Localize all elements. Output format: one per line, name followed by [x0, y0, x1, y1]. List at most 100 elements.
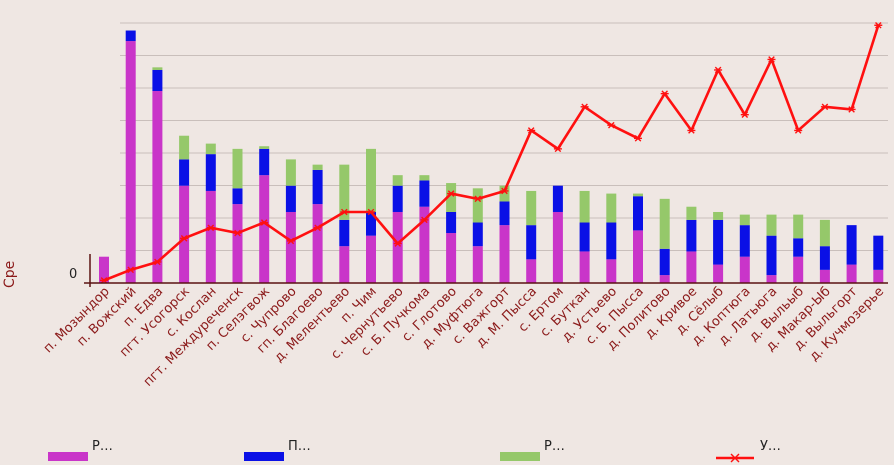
- line-point: [206, 224, 215, 232]
- line-point: [233, 229, 242, 237]
- svg-text:Р…: Р…: [544, 439, 565, 454]
- bar-segment: [152, 67, 163, 70]
- bar-segment: [232, 204, 243, 283]
- bar-segment: [472, 188, 483, 223]
- line-point: [393, 240, 402, 247]
- line-point: [286, 237, 295, 245]
- bar-segment: [232, 188, 243, 205]
- bar-segment: [766, 275, 777, 283]
- bar-segment: [205, 154, 216, 191]
- legend-item: Р…: [500, 439, 565, 461]
- line-point: [687, 127, 696, 134]
- bar-segment: [472, 222, 483, 247]
- bar-segment: [366, 235, 376, 283]
- line-point: [260, 219, 269, 226]
- bar-segment: [259, 175, 270, 283]
- line-point: [580, 103, 589, 111]
- bar-segment: [686, 219, 697, 252]
- grid-lines: [120, 22, 888, 251]
- bar-segment: [259, 148, 270, 176]
- bar-segment: [686, 206, 697, 220]
- bar-segment: [793, 214, 804, 239]
- line-point: [714, 66, 723, 74]
- bar-segment: [285, 185, 296, 212]
- line-point: [767, 56, 776, 63]
- y-axis-label: Сре: [2, 261, 18, 288]
- axes: 0: [69, 254, 888, 287]
- bar-segment: [472, 246, 483, 283]
- bar-segment: [633, 193, 643, 197]
- bar-segment: [339, 219, 350, 247]
- bar-segment: [446, 233, 457, 283]
- line-point: [794, 127, 803, 134]
- line-point: [607, 121, 616, 129]
- line-point: [420, 216, 429, 224]
- legend: Р… П… Р… У…: [48, 439, 781, 463]
- bar-segment: [446, 183, 457, 212]
- bar-segment: [579, 251, 590, 283]
- bar-segment: [659, 198, 670, 249]
- bar-segment: [659, 248, 670, 276]
- bar-segment: [259, 146, 270, 149]
- bar-segment: [232, 148, 243, 189]
- bar-segment: [846, 225, 857, 265]
- bar-segment: [312, 164, 323, 170]
- bar-segment: [205, 190, 216, 283]
- bar-segment: [125, 41, 136, 283]
- bar-segment: [633, 196, 643, 231]
- bar-segment: [606, 259, 617, 283]
- line-point: [100, 277, 108, 284]
- bar-segment: [312, 169, 323, 205]
- bar-segment: [552, 185, 563, 212]
- bar-segment: [606, 193, 617, 223]
- bar-segment: [419, 180, 430, 207]
- bar-segment: [366, 211, 376, 236]
- line-point: [153, 258, 162, 266]
- line-point: [847, 106, 856, 113]
- bar-segment: [686, 251, 697, 283]
- bar-segment: [766, 214, 777, 236]
- bar-segment: [392, 185, 403, 212]
- bar-segment: [793, 256, 804, 283]
- line-point: [340, 208, 349, 216]
- bar-segment: [179, 159, 190, 186]
- bar-segment: [339, 164, 350, 220]
- bar-segment: [713, 264, 724, 283]
- bar-segment: [739, 225, 750, 257]
- bar-segment: [392, 211, 403, 283]
- bar-segment: [739, 256, 750, 283]
- bar-segment: [819, 219, 830, 247]
- bar-segment: [366, 148, 376, 212]
- line-point: [660, 90, 669, 97]
- bar-segment: [793, 238, 804, 257]
- line-series: [100, 21, 883, 284]
- bar-segment: [713, 219, 724, 265]
- bar-segment: [179, 185, 190, 283]
- bar-segment: [285, 159, 296, 186]
- line-point: [527, 127, 536, 134]
- bar-segment: [179, 135, 190, 160]
- bar-segment: [392, 175, 403, 186]
- bar-segment: [499, 185, 510, 202]
- legend-item: Р…: [48, 439, 113, 461]
- bar-segment: [713, 211, 724, 220]
- bar-segment: [873, 235, 884, 270]
- bar-segment: [526, 259, 537, 283]
- y-tick-label: 0: [69, 267, 77, 282]
- line-point: [473, 195, 482, 203]
- bar-segment: [499, 201, 510, 226]
- bar-segment: [552, 211, 563, 283]
- bar-segment: [819, 246, 830, 270]
- svg-text:П…: П…: [288, 439, 311, 454]
- line-point: [820, 103, 829, 111]
- bar-segment: [739, 214, 750, 226]
- bar-segment: [312, 204, 323, 283]
- line-point: [126, 266, 135, 274]
- bar-segment: [419, 206, 430, 283]
- line-point: [500, 187, 509, 195]
- bar-segment: [633, 230, 643, 283]
- legend-item: П…: [244, 439, 311, 461]
- bar-segment: [873, 269, 884, 283]
